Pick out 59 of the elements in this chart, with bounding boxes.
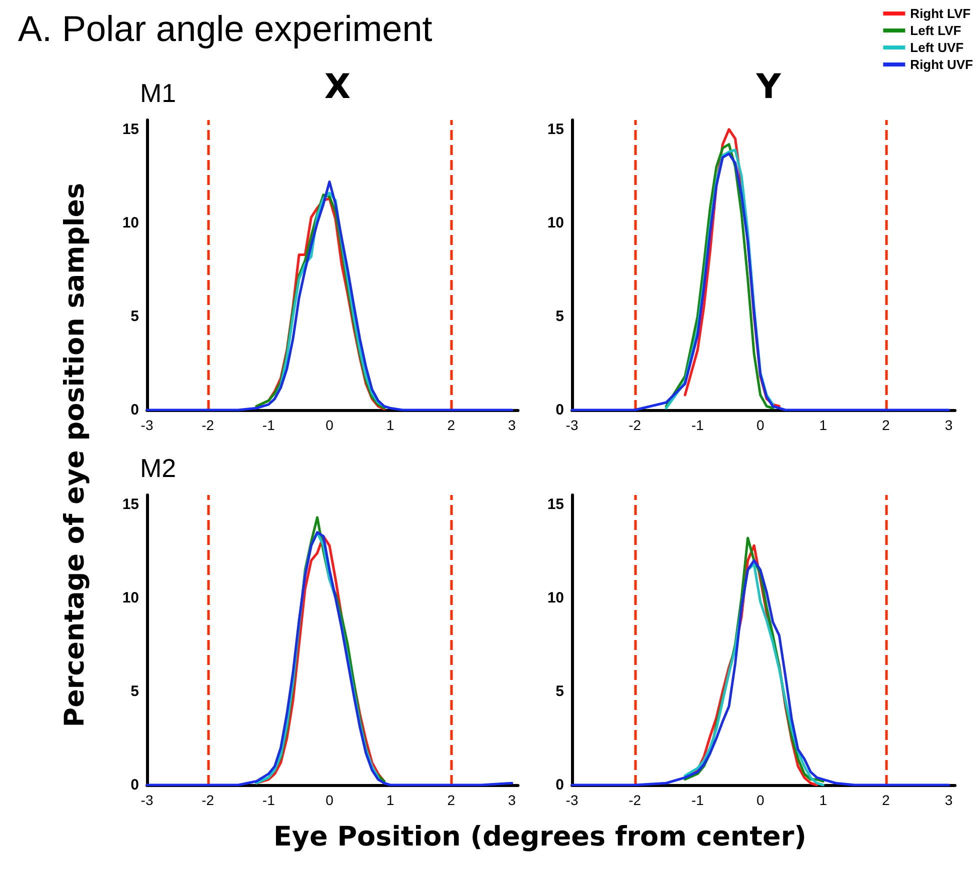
line-series (570, 559, 950, 786)
chart-title: X (324, 67, 351, 107)
x-tick-label: -1 (262, 792, 276, 808)
x-tick-label: -1 (691, 417, 704, 433)
x-tick-label: 2 (882, 417, 890, 433)
y-tick-label: 5 (130, 308, 139, 325)
y-axis-title: Percentage of eye position samples (60, 182, 90, 728)
x-axis-title: Eye Position (degrees from center) (273, 822, 807, 852)
x-tick-label: 3 (508, 417, 516, 433)
x-tick-label: 3 (508, 792, 516, 808)
x-tick-label: -2 (202, 417, 214, 433)
y-tick-label: 0 (556, 776, 564, 794)
x-tick-label: 0 (756, 792, 764, 808)
line-series (146, 180, 514, 412)
x-tick-label: 3 (944, 417, 953, 433)
legend-label: Left LVF (910, 23, 962, 38)
y-tick-label: 0 (556, 402, 564, 418)
x-tick-label: -3 (566, 792, 578, 808)
x-tick-label: 0 (756, 417, 764, 433)
y-tick-label: 15 (122, 120, 139, 138)
y-tick-label: 10 (122, 589, 139, 606)
x-tick-label: 2 (447, 417, 456, 433)
y-tick-label: 5 (130, 682, 139, 700)
y-tick-label: 10 (547, 214, 564, 232)
y-tick-label: 15 (547, 496, 564, 513)
x-tick-label: -3 (140, 792, 154, 808)
x-tick-label: 3 (944, 792, 953, 808)
x-tick-label: -2 (628, 417, 642, 433)
y-tick-label: 0 (130, 402, 139, 418)
x-tick-label: 1 (386, 417, 394, 433)
y-tick-label: 15 (122, 496, 139, 513)
x-tick-label: -2 (202, 792, 214, 808)
x-tick-label: 1 (819, 792, 828, 808)
y-tick-label: 5 (556, 308, 564, 325)
x-tick-label: 0 (326, 417, 334, 433)
x-tick-label: 2 (447, 792, 456, 808)
text: A. Polar angle experiment (18, 8, 432, 50)
x-tick-label: -2 (628, 792, 642, 808)
x-tick-label: 1 (819, 417, 828, 433)
y-tick-label: 15 (547, 120, 564, 138)
x-tick-label: -1 (691, 792, 704, 808)
text: M1 (140, 78, 176, 109)
x-tick-label: 1 (386, 792, 394, 808)
line-series (570, 152, 950, 412)
x-tick-label: -3 (566, 417, 578, 433)
legend-label: Right UVF (910, 57, 974, 72)
line-series (146, 531, 514, 786)
x-tick-label: -3 (140, 417, 154, 433)
x-tick-label: 2 (882, 792, 890, 808)
legend-label: Right LVF (910, 6, 971, 21)
y-tick-label: 10 (547, 589, 564, 606)
y-tick-label: 10 (122, 214, 139, 232)
chart-title: Y (755, 67, 782, 107)
y-tick-label: 5 (556, 682, 564, 700)
legend-label: Left UVF (910, 40, 964, 55)
x-tick-label: 0 (326, 792, 334, 808)
y-tick-label: 0 (130, 776, 139, 794)
text: M2 (140, 453, 176, 484)
x-tick-label: -1 (262, 417, 276, 433)
